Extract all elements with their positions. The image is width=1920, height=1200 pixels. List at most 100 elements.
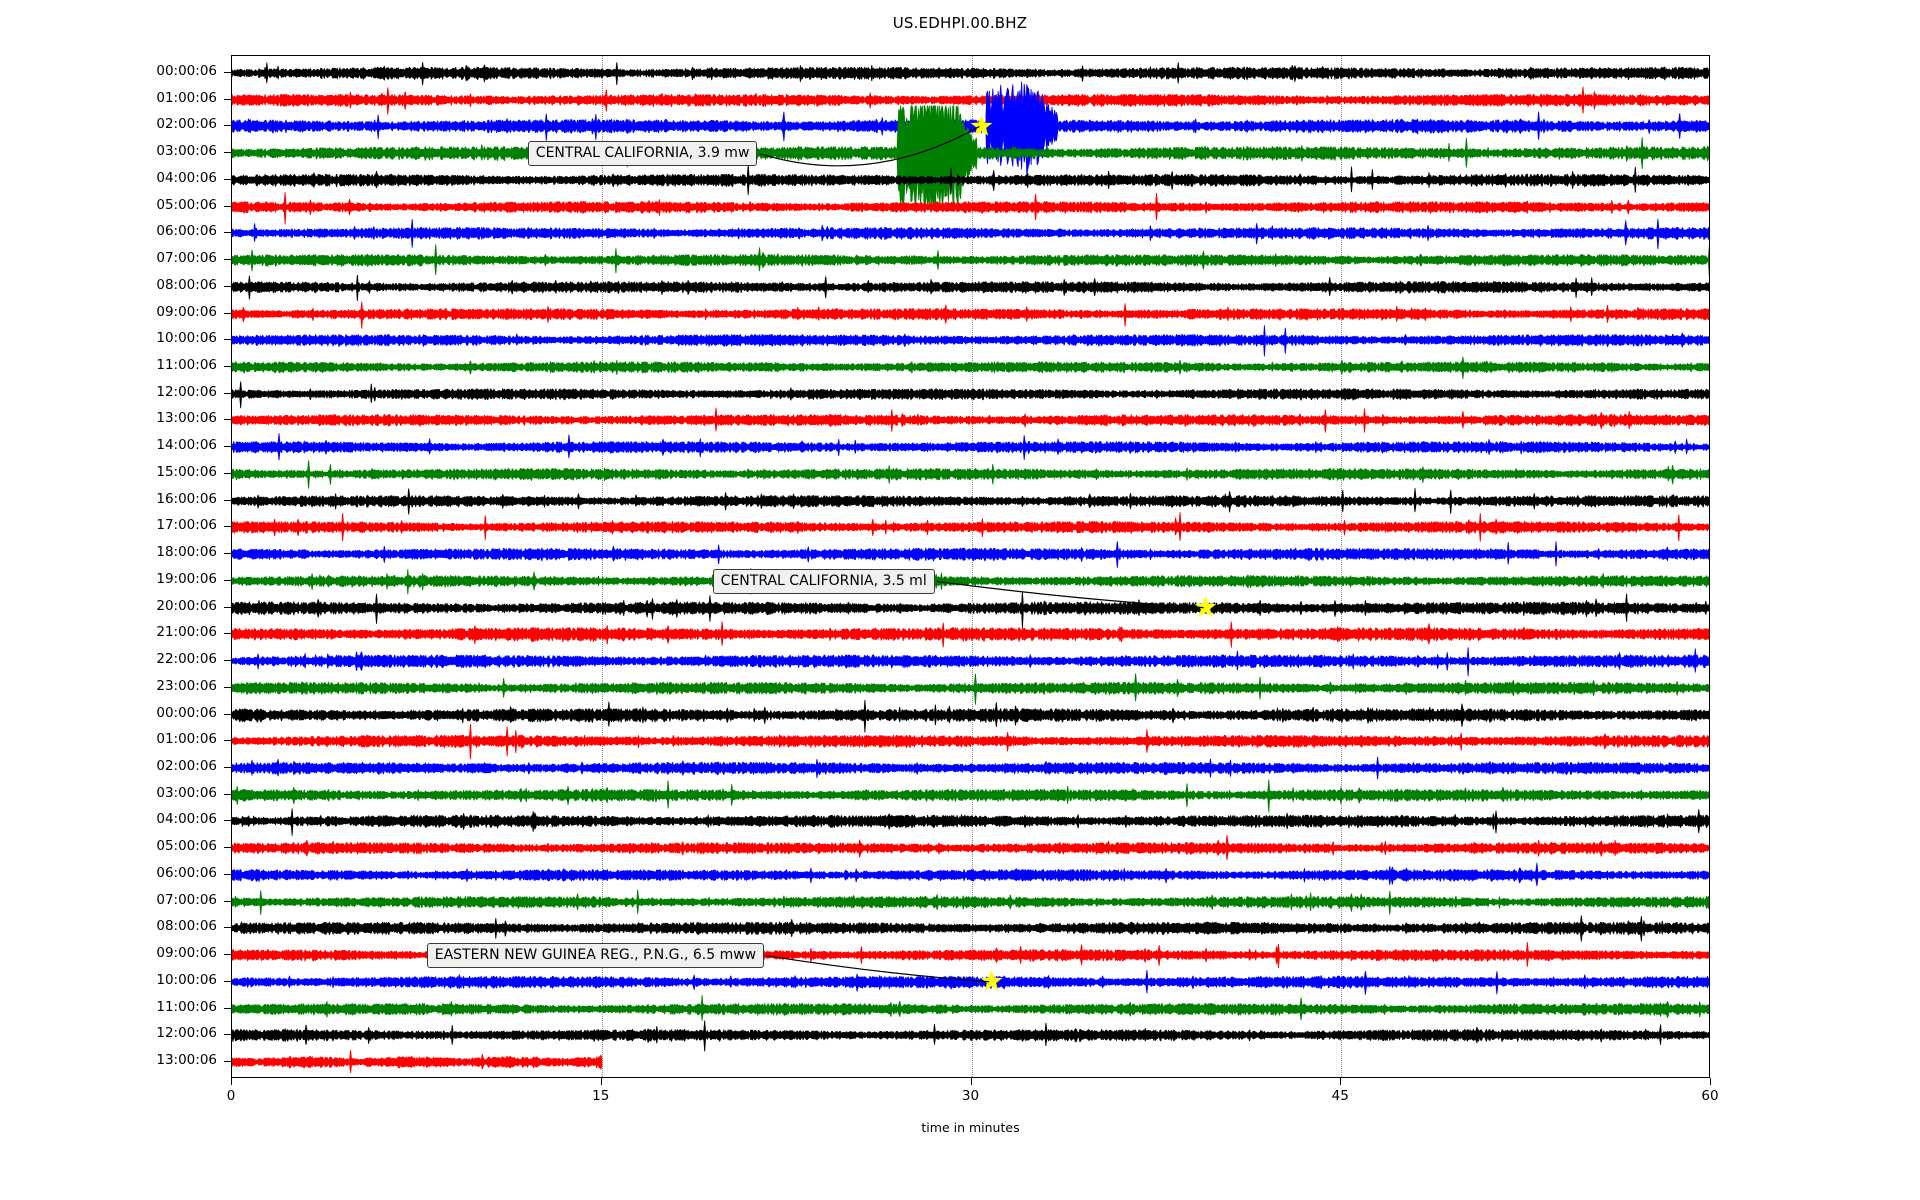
y-tick-label: 01:00:06	[156, 731, 217, 748]
y-tick-mark	[224, 178, 231, 180]
y-tick-mark	[224, 205, 231, 207]
y-tick-label: 06:00:06	[156, 864, 217, 881]
event-star-marker	[1194, 596, 1217, 619]
y-tick-label: 07:00:06	[156, 891, 217, 908]
x-axis-title: time in minutes	[921, 1120, 1020, 1135]
y-tick-label: 06:00:06	[156, 223, 217, 240]
y-tick-label: 17:00:06	[156, 517, 217, 534]
x-tick-mark	[1710, 1078, 1711, 1085]
event-annotation-label: EASTERN NEW GUINEA REG., P.N.G., 6.5 mww	[426, 943, 765, 969]
y-tick-label: 19:00:06	[156, 570, 217, 587]
y-tick-mark	[224, 793, 231, 795]
y-tick-label: 09:00:06	[156, 945, 217, 962]
y-tick-mark	[224, 526, 231, 528]
y-tick-mark	[224, 499, 231, 501]
y-tick-label: 00:00:06	[156, 63, 217, 79]
y-tick-label: 05:00:06	[156, 196, 217, 213]
y-tick-label: 02:00:06	[156, 116, 217, 133]
y-tick-label: 05:00:06	[156, 838, 217, 855]
y-tick-mark	[224, 606, 231, 608]
y-tick-label: 18:00:06	[156, 544, 217, 561]
x-tick-mark	[970, 1078, 972, 1085]
y-tick-mark	[224, 152, 231, 154]
y-tick-label: 13:00:06	[156, 1052, 217, 1068]
y-tick-label: 08:00:06	[156, 276, 217, 293]
y-tick-label: 21:00:06	[156, 624, 217, 641]
y-tick-mark	[224, 259, 231, 261]
annotation-arrow	[765, 954, 990, 983]
y-tick-mark	[224, 472, 231, 474]
event-star-marker	[980, 970, 1003, 993]
y-tick-label: 04:00:06	[156, 169, 217, 186]
y-tick-label: 03:00:06	[156, 143, 217, 160]
y-tick-mark	[224, 980, 231, 982]
y-tick-mark	[224, 419, 231, 421]
y-tick-mark	[224, 660, 231, 662]
y-tick-mark	[224, 1061, 231, 1062]
y-tick-label: 07:00:06	[156, 250, 217, 267]
y-tick-label: 10:00:06	[156, 971, 217, 988]
y-tick-mark	[224, 686, 231, 688]
x-tick-label: 15	[592, 1088, 610, 1104]
y-tick-mark	[224, 713, 231, 715]
y-tick-mark	[224, 72, 231, 73]
y-tick-mark	[224, 633, 231, 635]
y-tick-label: 23:00:06	[156, 677, 217, 694]
y-tick-label: 09:00:06	[156, 303, 217, 320]
y-tick-mark	[224, 1034, 231, 1036]
x-tick-mark	[600, 1078, 602, 1085]
y-tick-mark	[224, 232, 231, 234]
y-tick-mark	[224, 740, 231, 742]
y-tick-label: 16:00:06	[156, 490, 217, 507]
y-tick-mark	[224, 847, 231, 849]
y-tick-label: 12:00:06	[156, 1025, 217, 1042]
y-tick-mark	[224, 927, 231, 929]
plot-area: CENTRAL CALIFORNIA, 3.9 mw CENTRAL CALIFO…	[231, 55, 1710, 1078]
event-star-marker	[970, 114, 993, 138]
y-tick-label: 01:00:06	[156, 89, 217, 106]
y-tick-mark	[224, 873, 231, 875]
y-tick-label: 08:00:06	[156, 918, 217, 935]
x-tick-mark	[231, 1078, 232, 1085]
y-tick-mark	[224, 766, 231, 768]
y-tick-label: 10:00:06	[156, 330, 217, 347]
y-tick-label: 11:00:06	[156, 998, 217, 1015]
gridline-30min	[971, 56, 973, 1077]
page-title: US.EDHPI.00.BHZ	[892, 14, 1028, 32]
y-tick-mark	[224, 392, 231, 394]
y-tick-label: 15:00:06	[156, 463, 217, 480]
y-tick-mark	[224, 1007, 231, 1009]
y-tick-mark	[224, 312, 231, 314]
y-tick-label: 22:00:06	[156, 651, 217, 668]
annotation-arrow	[759, 125, 980, 167]
y-tick-label: 12:00:06	[156, 383, 217, 400]
y-tick-label: 14:00:06	[156, 437, 217, 454]
y-tick-mark	[224, 579, 231, 581]
x-tick-label: 30	[961, 1088, 980, 1104]
y-tick-label: 04:00:06	[156, 811, 217, 828]
x-tick-label: 60	[1701, 1088, 1719, 1104]
gridline-15min	[601, 56, 603, 1077]
y-tick-label: 00:00:06	[156, 704, 217, 721]
y-tick-mark	[224, 98, 231, 100]
y-tick-mark	[224, 339, 231, 341]
y-tick-mark	[224, 553, 231, 555]
y-tick-mark	[224, 125, 231, 127]
y-tick-mark	[224, 285, 231, 287]
x-tick-label: 0	[226, 1088, 236, 1104]
event-annotation-label: CENTRAL CALIFORNIA, 3.9 mw	[527, 141, 758, 167]
event-annotation-label: CENTRAL CALIFORNIA, 3.5 ml	[712, 568, 935, 594]
y-tick-mark	[224, 820, 231, 822]
y-tick-label: 03:00:06	[156, 784, 217, 801]
gridline-45min	[1341, 56, 1343, 1077]
y-tick-mark	[224, 366, 231, 368]
y-tick-mark	[224, 446, 231, 448]
x-tick-label: 45	[1331, 1088, 1349, 1104]
annotation-arrow	[936, 580, 1204, 609]
y-tick-label: 13:00:06	[156, 410, 217, 427]
y-tick-label: 11:00:06	[156, 357, 217, 374]
x-tick-mark	[1340, 1078, 1342, 1085]
y-tick-label: 02:00:06	[156, 757, 217, 774]
y-tick-mark	[224, 900, 231, 902]
